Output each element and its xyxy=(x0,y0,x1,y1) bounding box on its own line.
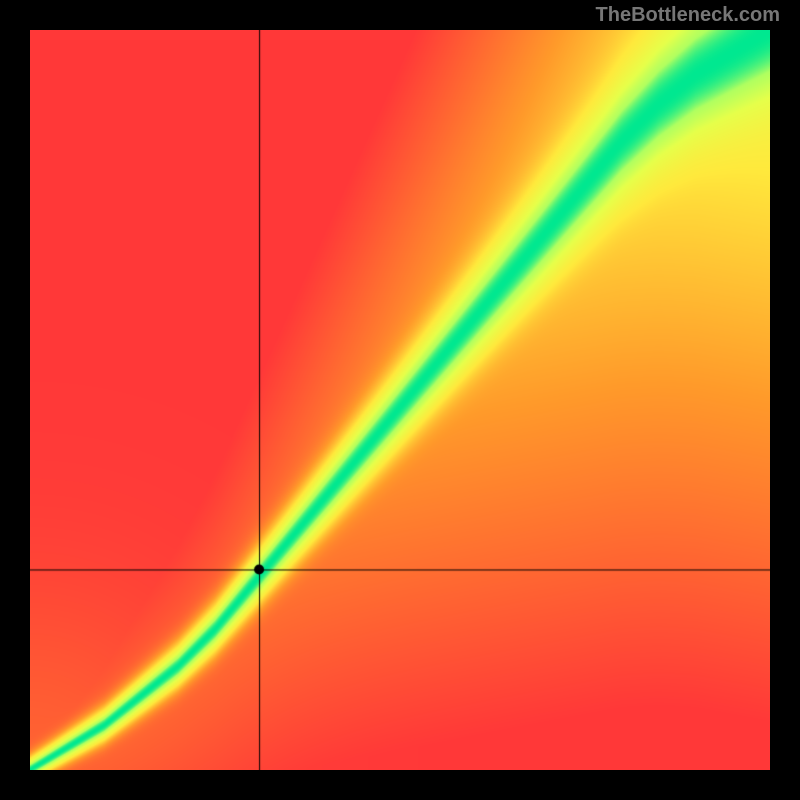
watermark-text: TheBottleneck.com xyxy=(596,4,780,27)
heatmap-canvas xyxy=(30,30,770,770)
chart-container: TheBottleneck.com xyxy=(0,0,800,800)
heatmap-plot xyxy=(30,30,770,770)
